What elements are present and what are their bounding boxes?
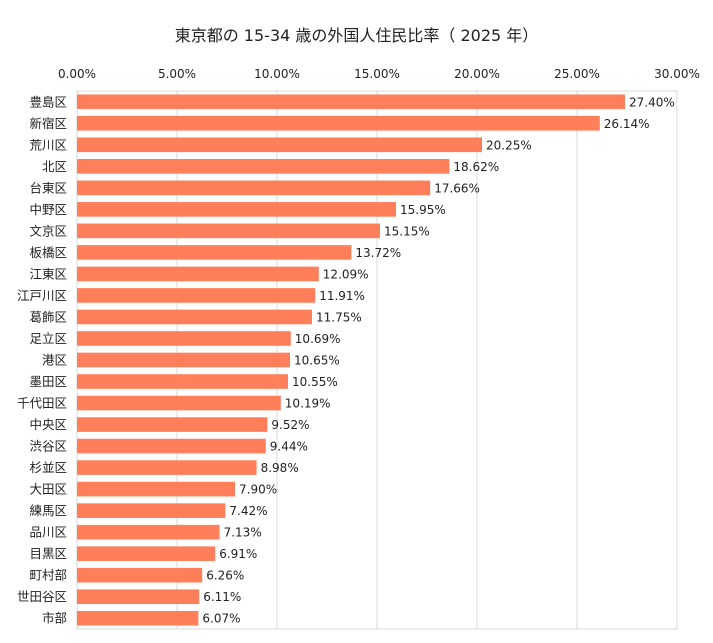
bar — [77, 374, 288, 389]
bar — [77, 202, 396, 217]
category-label: 千代田区 — [17, 396, 67, 411]
data-label: 9.44% — [270, 440, 308, 454]
data-label: 27.40% — [629, 95, 675, 109]
x-tick-label: 5.00% — [158, 67, 196, 81]
data-label: 7.90% — [239, 483, 277, 497]
data-label: 10.55% — [292, 375, 338, 389]
data-label: 8.98% — [261, 461, 299, 475]
x-tick-label: 0.00% — [58, 67, 96, 81]
data-label: 20.25% — [486, 138, 532, 152]
x-tick-label: 25.00% — [554, 67, 600, 81]
category-label: 文京区 — [29, 223, 67, 238]
chart-title: 東京都の 15-34 歳の外国人住民比率（ 2025 年） — [174, 26, 539, 45]
category-label: 中央区 — [29, 417, 67, 432]
category-label: 荒川区 — [29, 137, 67, 152]
data-label: 7.42% — [229, 504, 267, 518]
data-label: 17.66% — [434, 181, 480, 195]
bar — [77, 137, 482, 153]
bar — [77, 94, 625, 110]
data-label: 13.72% — [355, 246, 401, 260]
bar — [77, 460, 257, 475]
data-label: 18.62% — [453, 160, 499, 174]
bar — [77, 524, 220, 540]
category-label: 江戸川区 — [17, 288, 67, 303]
category-label: 墨田区 — [29, 374, 67, 389]
bar — [77, 180, 431, 196]
data-label: 10.69% — [295, 332, 341, 346]
category-label: 台東区 — [29, 180, 67, 195]
data-label: 6.26% — [206, 569, 244, 583]
bar — [77, 159, 450, 174]
bar — [77, 115, 600, 131]
category-label: 板橋区 — [29, 245, 67, 260]
bar — [77, 503, 226, 518]
data-label: 15.95% — [400, 203, 446, 217]
data-label: 11.75% — [316, 310, 362, 324]
data-label: 7.13% — [224, 526, 262, 540]
data-label: 9.52% — [271, 418, 309, 432]
data-label: 10.19% — [285, 397, 331, 411]
category-label: 世田谷区 — [17, 589, 67, 604]
bar — [77, 331, 291, 346]
bar — [77, 395, 281, 411]
data-label: 11.91% — [319, 289, 365, 303]
bar — [77, 438, 266, 454]
x-tick-label: 10.00% — [254, 67, 300, 81]
bar — [77, 481, 235, 497]
bar — [77, 546, 216, 561]
category-label: 市部 — [42, 611, 67, 626]
data-label: 15.15% — [384, 224, 430, 238]
category-label: 北区 — [42, 159, 67, 174]
bar — [77, 245, 352, 260]
bar — [77, 610, 199, 626]
category-label: 中野区 — [29, 202, 67, 217]
bar — [77, 309, 312, 325]
data-label: 6.11% — [203, 590, 241, 604]
data-label: 6.91% — [219, 547, 257, 561]
category-label: 豊島区 — [29, 94, 67, 109]
category-label: 練馬区 — [29, 503, 67, 518]
bar — [77, 352, 290, 368]
bar — [77, 266, 319, 282]
category-label: 渋谷区 — [29, 439, 67, 454]
data-label: 10.65% — [294, 354, 340, 368]
data-labels: 27.40% 26.14% 20.25% 18.62% 17.66% 15.95% 15.1… — [202, 95, 674, 625]
x-axis-ticks: 0.00% 5.00% 10.00% 15.00% 20.00% 25.00% 30.00% — [58, 67, 700, 81]
data-label: 12.09% — [323, 267, 369, 281]
category-label: 町村部 — [29, 568, 67, 583]
bar — [77, 567, 203, 583]
x-tick-label: 15.00% — [354, 67, 400, 81]
category-label: 杉並区 — [29, 460, 67, 475]
category-label: 大田区 — [29, 482, 67, 497]
category-label: 品川区 — [29, 525, 67, 540]
bar — [77, 223, 380, 239]
x-tick-label: 30.00% — [654, 67, 700, 81]
bar — [77, 417, 268, 432]
category-label: 葛飾区 — [29, 309, 67, 324]
data-label: 6.07% — [202, 612, 240, 626]
category-label: 新宿区 — [29, 116, 67, 131]
bar — [77, 288, 316, 303]
category-labels: 豊島区新宿区荒川区北区台東区中野区文京区板橋区江東区江戸川区葛飾区足立区港区墨田… — [17, 94, 67, 625]
category-label: 港区 — [42, 353, 67, 368]
category-label: 江東区 — [29, 266, 67, 281]
bars — [77, 94, 625, 626]
category-label: 目黒区 — [29, 546, 67, 561]
data-label: 26.14% — [604, 117, 650, 131]
bar — [77, 589, 200, 605]
category-label: 足立区 — [29, 331, 67, 346]
x-tick-label: 20.00% — [454, 67, 500, 81]
